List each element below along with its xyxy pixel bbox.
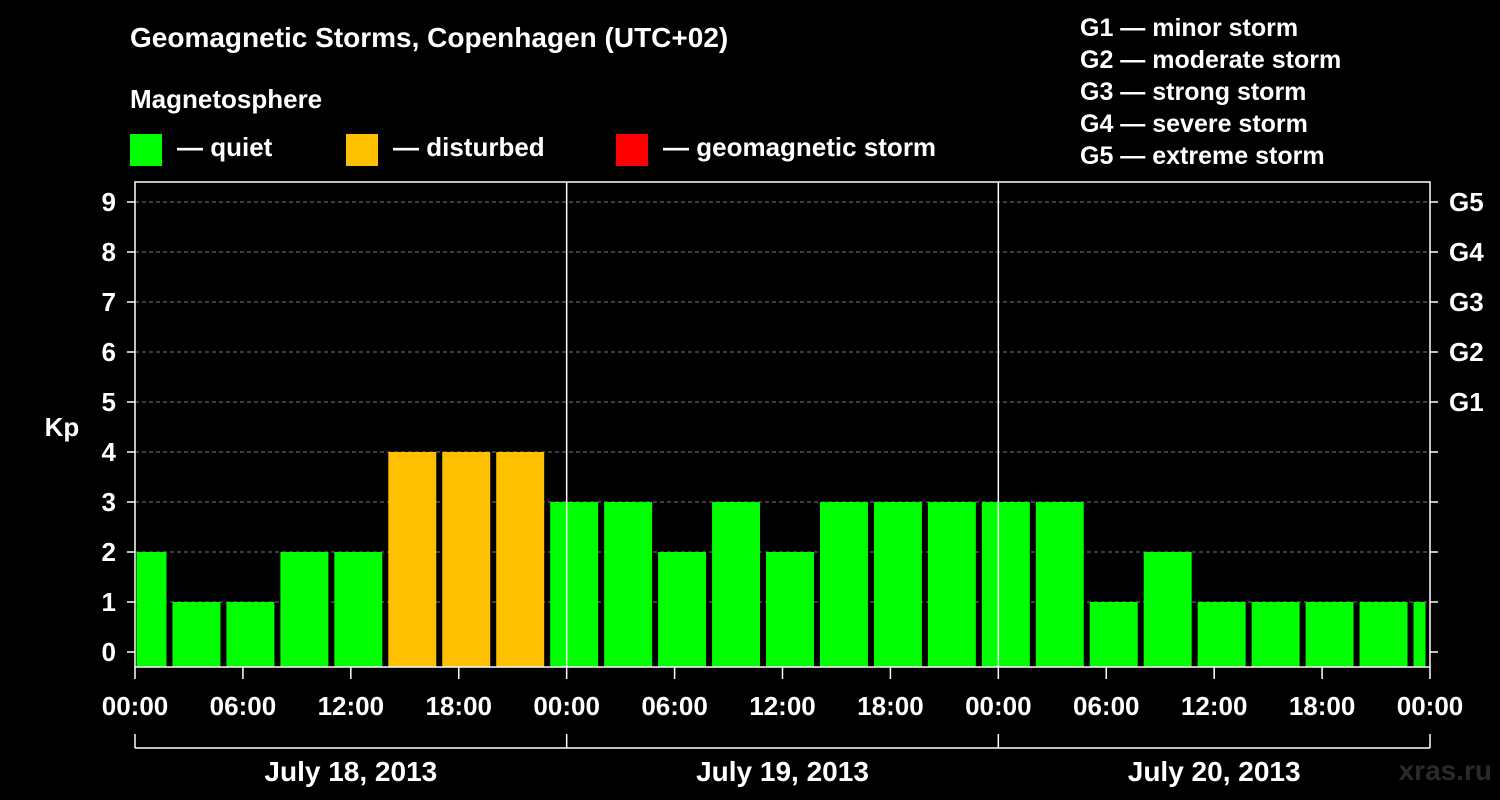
x-tick-label-7: 18:00 <box>857 691 924 721</box>
x-tick-label-5: 06:00 <box>641 691 708 721</box>
right-axis-label-G5: G5 <box>1449 187 1484 217</box>
watermark: xras.ru <box>1398 755 1492 786</box>
x-tick-label-6: 12:00 <box>749 691 816 721</box>
storm-level-g4: G4 — severe storm <box>1080 110 1308 138</box>
kp-bar-24 <box>1413 602 1426 667</box>
kp-bar-22 <box>1305 602 1354 667</box>
legend-swatch-disturbed <box>346 134 378 166</box>
day-label-2: July 20, 2013 <box>1128 756 1301 787</box>
x-tick-label-11: 18:00 <box>1289 691 1356 721</box>
storm-level-g5: G5 — extreme storm <box>1080 142 1325 170</box>
kp-bar-16 <box>981 502 1030 667</box>
kp-bar-8 <box>550 502 599 667</box>
storm-level-g3: G3 — strong storm <box>1080 78 1307 106</box>
x-tick-label-4: 00:00 <box>533 691 600 721</box>
kp-bar-4 <box>334 552 383 667</box>
kp-bar-12 <box>766 552 814 667</box>
kp-bar-13 <box>819 502 868 667</box>
y-tick-label-2: 2 <box>102 537 116 567</box>
y-tick-label-5: 5 <box>102 387 116 417</box>
right-axis-label-G2: G2 <box>1449 337 1484 367</box>
kp-bar-1 <box>172 602 221 667</box>
kp-bar-10 <box>658 552 707 667</box>
storm-level-g1: G1 — minor storm <box>1080 14 1299 42</box>
kp-bar-9 <box>604 502 653 667</box>
x-tick-label-8: 00:00 <box>965 691 1032 721</box>
day-label-1: July 19, 2013 <box>696 756 869 787</box>
right-axis-label-G4: G4 <box>1449 237 1484 267</box>
legend-swatch-storm <box>616 134 648 166</box>
x-tick-label-12: 00:00 <box>1397 691 1464 721</box>
kp-bar-3 <box>280 552 329 667</box>
y-tick-label-3: 3 <box>102 487 116 517</box>
day-label-0: July 18, 2013 <box>264 756 437 787</box>
legend-label-storm: — geomagnetic storm <box>663 132 937 162</box>
y-tick-label-8: 8 <box>102 237 116 267</box>
y-tick-label-9: 9 <box>102 187 116 217</box>
legend-label-quiet: — quiet <box>177 132 273 162</box>
x-tick-label-9: 06:00 <box>1073 691 1140 721</box>
y-axis-title: Kp <box>45 412 80 442</box>
y-tick-label-6: 6 <box>102 337 116 367</box>
right-axis-label-G1: G1 <box>1449 387 1484 417</box>
magnetosphere-heading: Magnetosphere <box>130 84 323 114</box>
legend-swatch-quiet <box>130 134 162 166</box>
kp-bar-6 <box>442 452 491 667</box>
x-tick-label-3: 18:00 <box>426 691 493 721</box>
kp-bar-2 <box>226 602 275 667</box>
storm-level-g2: G2 — moderate storm <box>1080 46 1342 74</box>
kp-bar-23 <box>1359 602 1408 667</box>
x-tick-label-1: 06:00 <box>210 691 277 721</box>
kp-bar-20 <box>1197 602 1246 667</box>
kp-bar-17 <box>1035 502 1084 667</box>
y-tick-label-4: 4 <box>102 437 117 467</box>
legend-label-disturbed: — disturbed <box>393 132 545 162</box>
kp-bar-0 <box>136 552 167 667</box>
kp-bar-15 <box>927 502 976 667</box>
kp-bar-5 <box>388 452 437 667</box>
y-tick-label-1: 1 <box>102 587 116 617</box>
kp-bar-14 <box>873 502 922 667</box>
right-axis-label-G3: G3 <box>1449 287 1484 317</box>
x-tick-label-10: 12:00 <box>1181 691 1248 721</box>
kp-bar-7 <box>496 452 545 667</box>
y-tick-label-0: 0 <box>102 637 116 667</box>
kp-bar-21 <box>1251 602 1300 667</box>
x-tick-label-0: 00:00 <box>102 691 169 721</box>
kp-bar-18 <box>1089 602 1138 667</box>
kp-bar-19 <box>1143 552 1192 667</box>
x-tick-label-2: 12:00 <box>318 691 385 721</box>
y-tick-label-7: 7 <box>102 287 116 317</box>
kp-bar-11 <box>712 502 761 667</box>
chart-title: Geomagnetic Storms, Copenhagen (UTC+02) <box>130 22 729 53</box>
